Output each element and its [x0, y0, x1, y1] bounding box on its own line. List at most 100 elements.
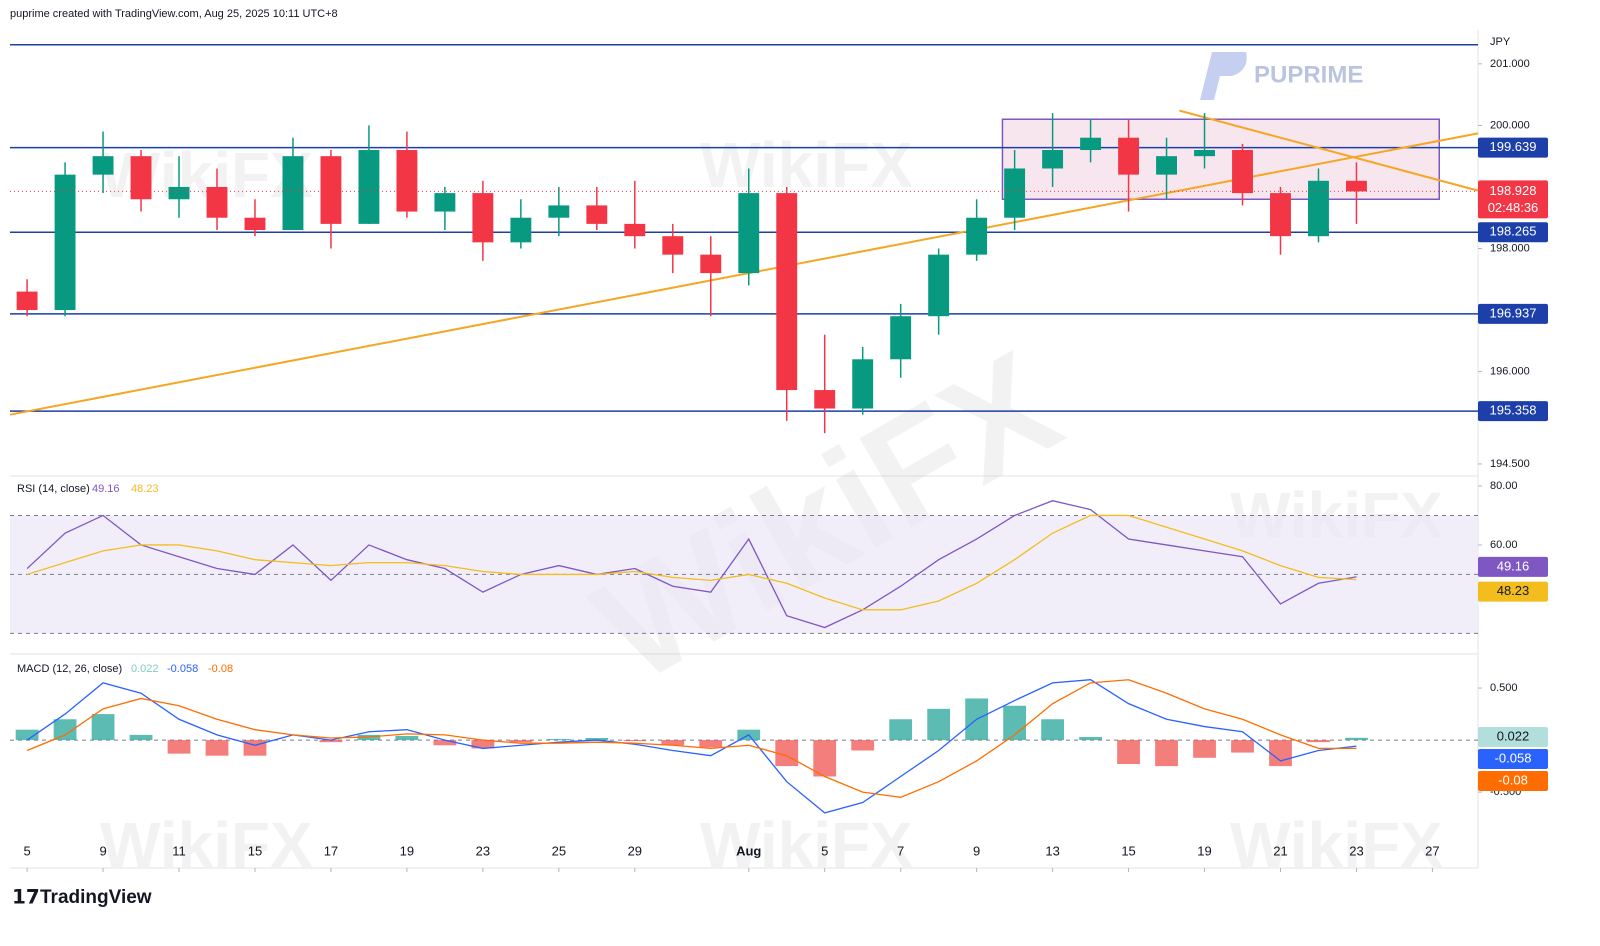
rsi-line	[26, 514, 1357, 611]
macd-line	[26, 679, 1357, 814]
histogram-bar	[851, 740, 875, 751]
histogram-bar	[243, 740, 267, 756]
x-tick-label: 5	[23, 843, 30, 858]
candle-body	[586, 205, 608, 224]
level-label: 196.937	[1490, 305, 1537, 320]
x-tick-label: 23	[1349, 843, 1363, 858]
macd-value-label: -0.058	[1495, 750, 1532, 765]
macd-value-label-box	[1478, 771, 1548, 791]
site-watermark: WikiFX	[1230, 809, 1443, 881]
candle-body	[662, 236, 684, 255]
candle-body	[92, 156, 114, 175]
y-tick-label: 200.000	[1490, 119, 1530, 131]
x-tick-label: 9	[973, 843, 980, 858]
legend-value: 0.022	[131, 663, 159, 675]
trendline	[1179, 109, 1479, 192]
candle-body	[1346, 180, 1367, 192]
pane-title: MACD (12, 26, close)	[17, 663, 122, 675]
x-tick-label: 5	[821, 843, 828, 858]
x-tick-label: 7	[897, 843, 904, 858]
histogram-bar	[775, 740, 799, 767]
x-tick-label: 19	[400, 843, 414, 858]
legend-value: 49.16	[92, 483, 120, 495]
histogram-bar	[1155, 740, 1178, 767]
currency-label: JPY	[1490, 36, 1511, 48]
last-price-label: 198.928	[1490, 183, 1537, 198]
candle-body	[1270, 193, 1291, 237]
candle-body	[738, 193, 760, 274]
macd-value-label-box	[1478, 727, 1548, 747]
x-tick-label: 15	[248, 843, 262, 858]
rsi-band	[10, 515, 1478, 634]
histogram-bar	[1307, 740, 1330, 743]
brand-text: PUPRIME	[1254, 61, 1363, 88]
x-tick-label: 27	[1425, 843, 1439, 858]
macd-line	[26, 679, 1357, 798]
histogram-bar	[319, 740, 343, 743]
candle-body	[1118, 137, 1140, 175]
candle-body	[472, 193, 494, 243]
candle-body	[396, 150, 418, 212]
histogram-bar	[91, 714, 115, 741]
histogram-bar	[395, 735, 419, 741]
x-tick-label: 21	[1273, 843, 1287, 858]
macd-value-label: 0.022	[1497, 728, 1530, 743]
candle-body	[776, 193, 798, 391]
range-box	[1001, 118, 1441, 201]
candle-body	[1308, 180, 1329, 237]
candle-body	[1042, 150, 1064, 169]
last-price-box	[1478, 180, 1548, 219]
rsi-value-label: 49.16	[1497, 558, 1530, 573]
x-tick-label: Aug	[736, 843, 761, 858]
histogram-bar	[433, 740, 457, 746]
x-tick-label: 25	[552, 843, 566, 858]
candle-body	[1156, 156, 1177, 175]
pane-title: RSI (14, close)	[17, 483, 90, 495]
site-watermark: WikiFX	[700, 129, 913, 201]
x-tick-label: 19	[1197, 843, 1211, 858]
histogram-bar	[1041, 719, 1064, 741]
candle-body	[928, 254, 950, 317]
x-tick-label: 29	[628, 843, 642, 858]
histogram-bar	[1269, 740, 1292, 767]
x-tick-label: 17	[324, 843, 338, 858]
y-tick-label: 80.00	[1490, 480, 1518, 492]
candle-body	[510, 217, 532, 243]
candle-body	[282, 156, 304, 231]
histogram-bar	[547, 739, 571, 741]
candle-body	[206, 186, 228, 218]
histogram-bar	[205, 740, 229, 756]
level-label: 198.265	[1490, 224, 1537, 239]
level-label-box	[1478, 401, 1548, 422]
level-label: 199.639	[1490, 139, 1537, 154]
candle-body	[320, 156, 342, 224]
candle-body	[1232, 150, 1253, 194]
histogram-bar	[167, 740, 191, 754]
y-tick-label: 196.000	[1490, 366, 1530, 378]
histogram-bar	[129, 734, 153, 741]
brand-logo	[1200, 52, 1247, 100]
rsi-line	[26, 500, 1357, 629]
candle-body	[54, 174, 76, 311]
x-tick-label: 13	[1045, 843, 1059, 858]
histogram-bar	[471, 740, 495, 749]
y-tick-label: 198.000	[1490, 242, 1530, 254]
level-label-box	[1478, 303, 1548, 324]
candle-body	[1080, 137, 1102, 151]
y-tick-label: 0.500	[1490, 682, 1518, 694]
header: puprime created with TradingView.com, Au…	[10, 8, 338, 20]
histogram-bar	[53, 719, 77, 741]
candle-body	[130, 156, 152, 200]
candle-body	[814, 390, 836, 409]
site-watermark: WikiFX	[100, 809, 313, 881]
site-watermark: WikiFX	[700, 809, 913, 881]
candle-body	[624, 223, 646, 237]
rsi-value-label-box	[1478, 581, 1548, 602]
histogram-bar	[661, 740, 685, 746]
level-label: 195.358	[1490, 403, 1537, 418]
candle-body	[700, 254, 722, 274]
legend-value: -0.08	[208, 663, 233, 675]
x-tick-label: 9	[99, 843, 106, 858]
legend-value: 48.23	[131, 483, 159, 495]
